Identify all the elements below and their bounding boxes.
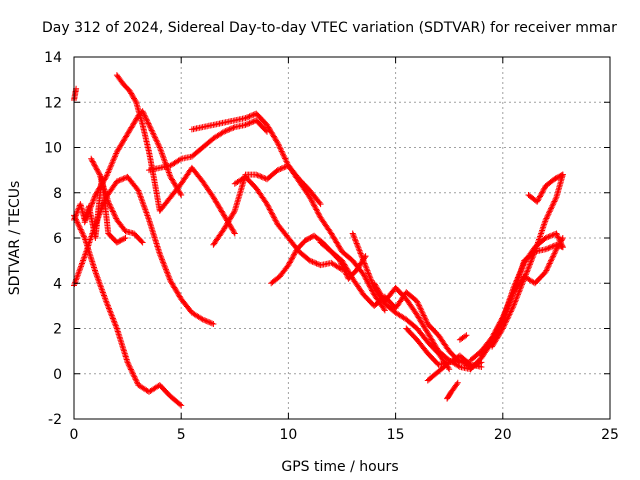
x-tick-label: 10	[279, 427, 297, 443]
series-markers	[210, 162, 388, 314]
y-tick-label: -2	[48, 412, 62, 428]
y-tick-label: 14	[44, 50, 62, 66]
series-track-11	[231, 173, 345, 273]
series-track-10	[210, 162, 388, 314]
x-tick-label: 20	[494, 427, 512, 443]
x-tick-label: 5	[177, 427, 186, 443]
series-track-23	[489, 171, 566, 350]
series-track-18	[444, 379, 461, 402]
series-markers	[113, 72, 238, 237]
series-markers	[88, 155, 146, 246]
series-markers	[146, 117, 270, 174]
series-markers	[371, 280, 474, 373]
y-tick-label: 2	[53, 322, 62, 338]
series-markers	[489, 171, 566, 350]
y-tick-label: 8	[53, 186, 62, 202]
x-axis-label: GPS time / hours	[281, 459, 398, 475]
y-tick-label: 0	[53, 367, 62, 383]
y-tick-label: 6	[53, 231, 62, 247]
series-markers	[231, 173, 345, 273]
x-tick-label: 15	[387, 427, 405, 443]
series-track-5	[88, 155, 146, 246]
y-tick-label: 10	[44, 141, 62, 157]
x-tick-label: 25	[601, 427, 619, 443]
y-tick-label: 12	[44, 95, 62, 111]
y-tick-label: 4	[53, 276, 62, 292]
data-series	[71, 72, 566, 409]
series-track-8	[146, 117, 270, 174]
series-track-13	[317, 239, 463, 366]
axis-ticks: 0 5 10 15 20 25 -2 0 2 4 6 8 10 12 14	[44, 50, 619, 443]
y-axis-label: SDTVAR / TECUs	[7, 181, 23, 296]
chart-title: Day 312 of 2024, Sidereal Day-to-day VTE…	[42, 20, 617, 36]
x-tick-label: 0	[70, 427, 79, 443]
series-markers	[444, 379, 461, 402]
series-track-7	[113, 72, 238, 237]
series-track-15	[371, 280, 474, 373]
series-track-24	[525, 171, 566, 205]
series-markers	[456, 332, 470, 343]
series-track-19	[456, 332, 470, 343]
series-markers	[317, 239, 463, 366]
series-markers	[525, 171, 566, 205]
